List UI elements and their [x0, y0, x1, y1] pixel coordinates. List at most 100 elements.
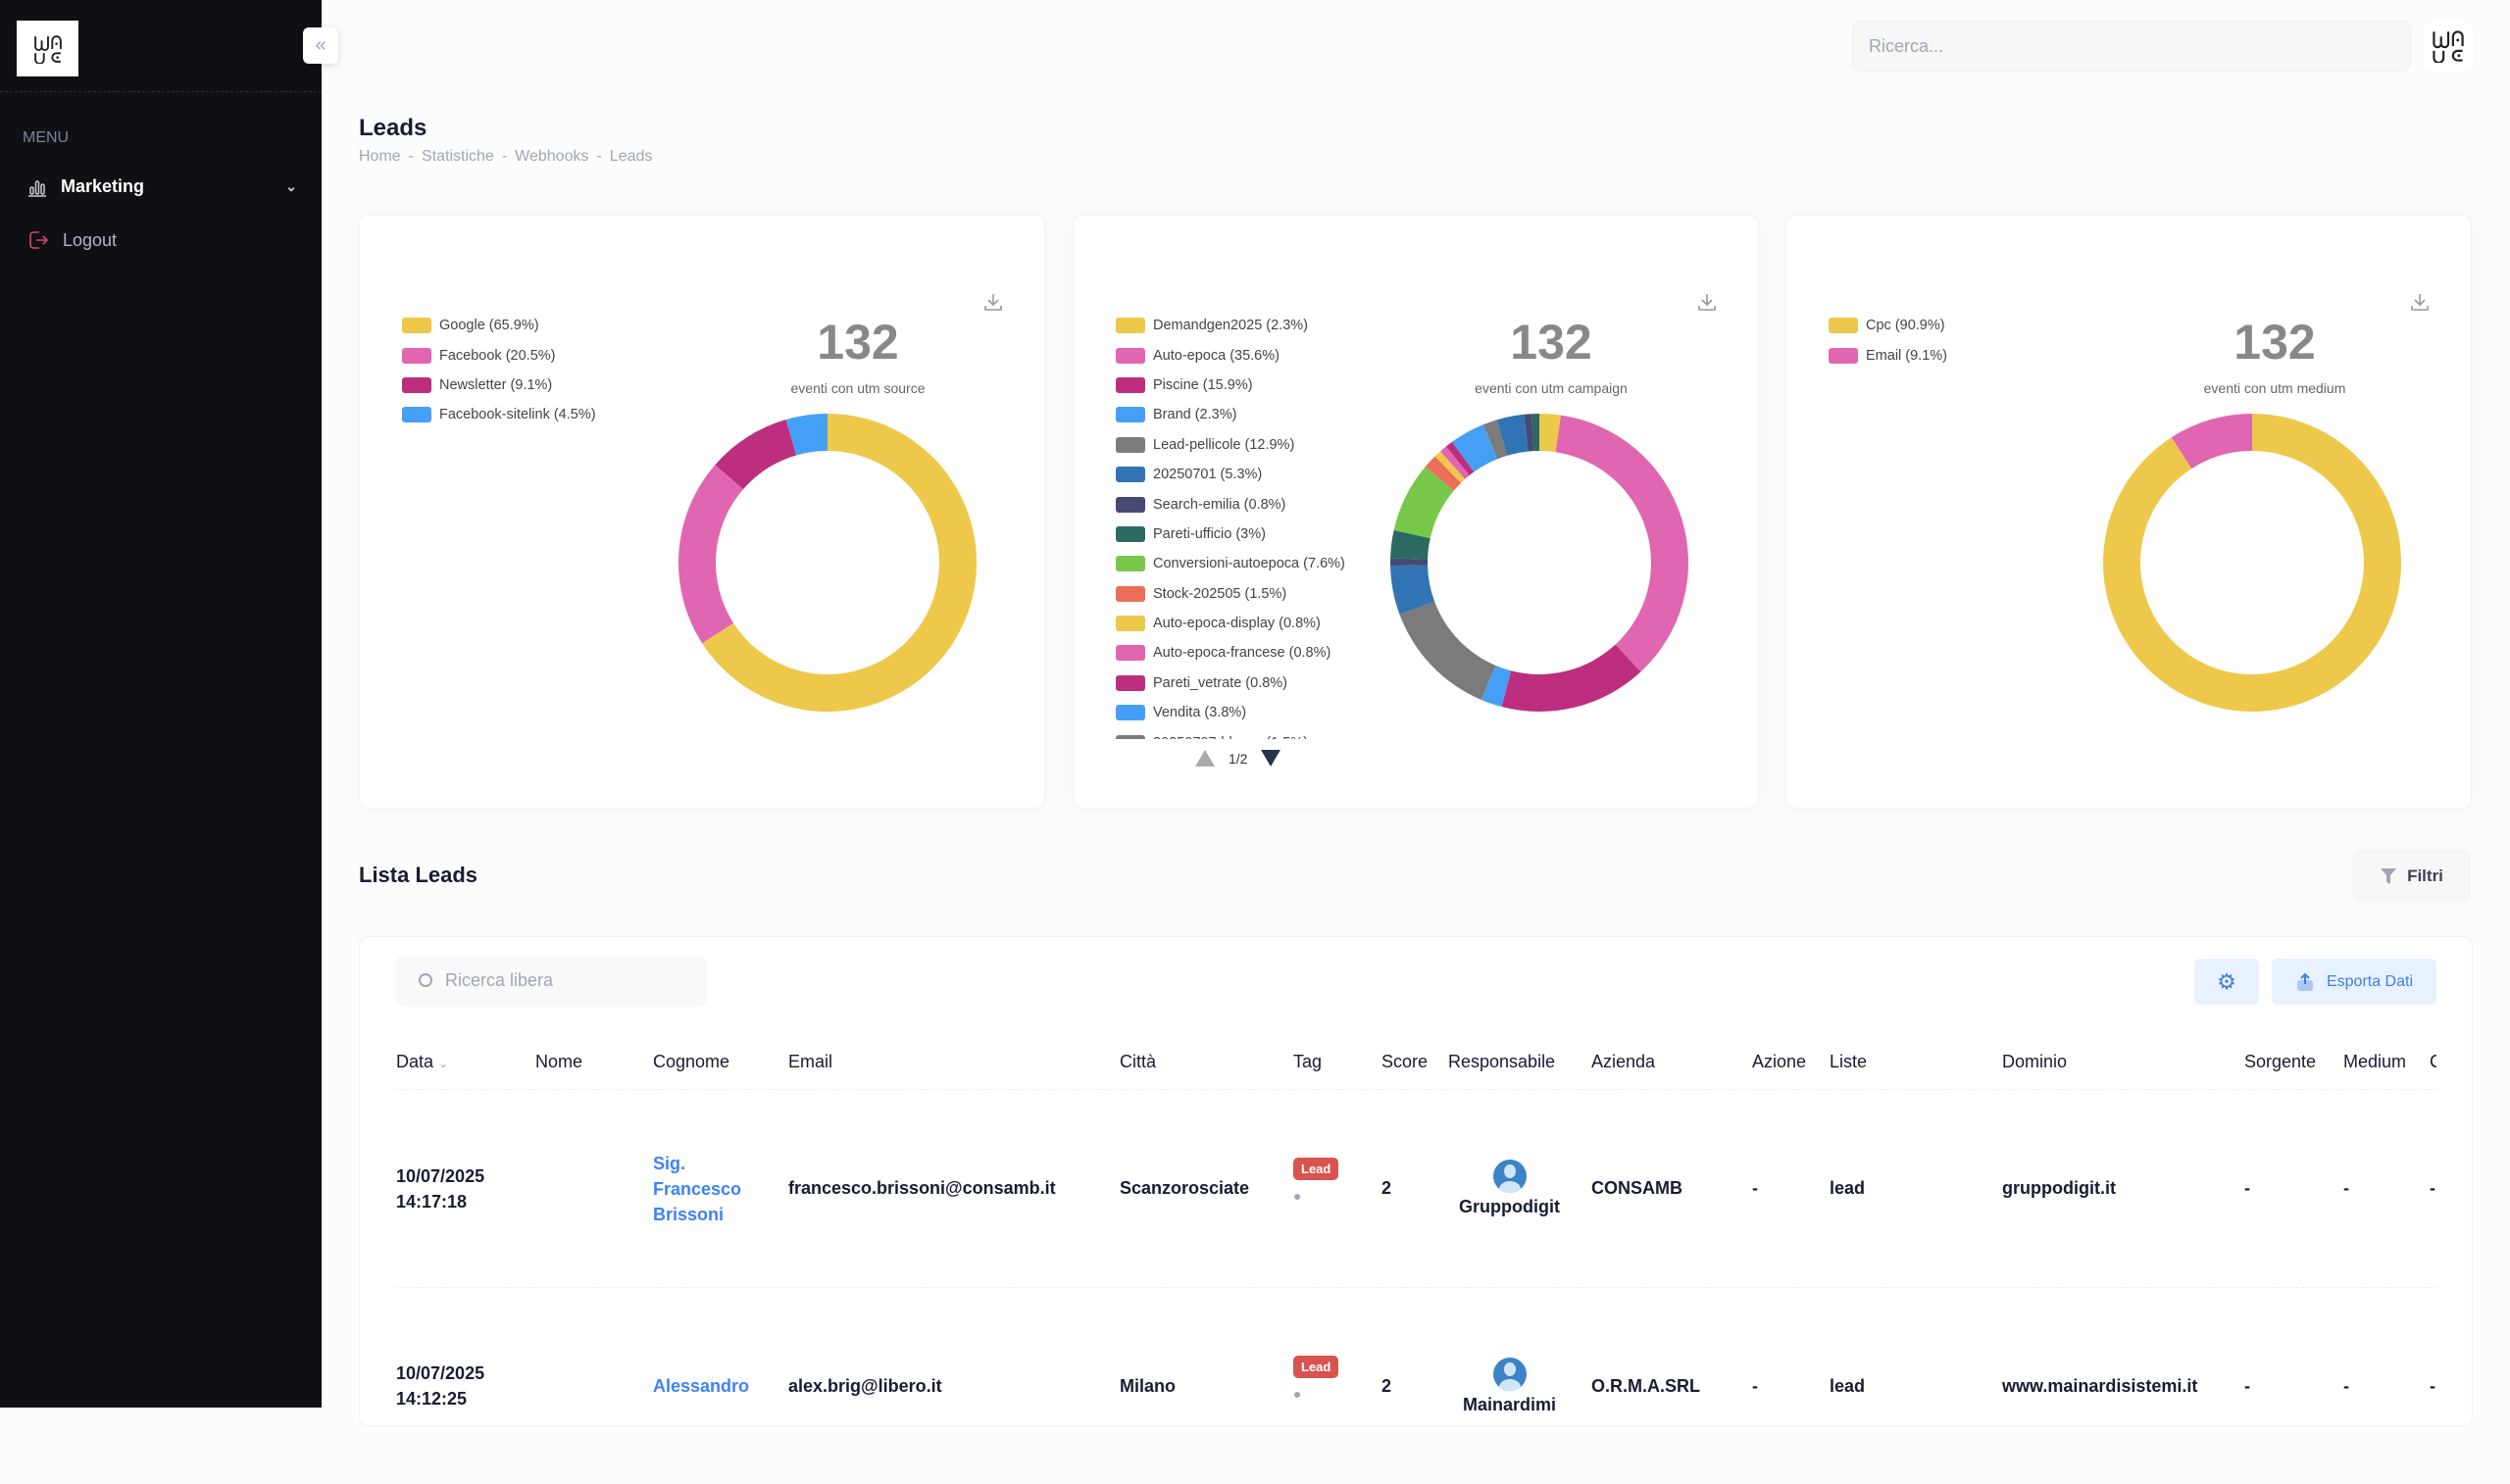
legend-item[interactable]: Email (9.1%) [1829, 340, 1947, 370]
date-cell: 10/07/2025 14:12:25 [396, 1360, 535, 1411]
column-header[interactable]: C [2430, 1052, 2436, 1072]
column-header[interactable]: Medium [2343, 1052, 2430, 1072]
column-header[interactable]: Città [1120, 1052, 1293, 1072]
legend-item[interactable]: Newsletter (9.1%) [402, 371, 596, 400]
chart-subtitle: eventi con utm source [790, 380, 926, 396]
column-header[interactable]: Cognome [653, 1052, 788, 1072]
column-header-label: Data [396, 1052, 434, 1071]
legend-item[interactable]: Auto-epoca-display (0.8%) [1116, 609, 1345, 638]
legend-item[interactable]: Brand (2.3%) [1116, 400, 1345, 429]
legend-item[interactable]: Pareti_vetrate (0.8%) [1116, 668, 1345, 698]
column-header[interactable]: Azienda [1591, 1052, 1752, 1072]
column-header[interactable]: Dominio [2002, 1052, 2244, 1072]
column-header[interactable]: Data ⌄ [396, 1052, 535, 1072]
legend-item[interactable]: Auto-epoca-francese (0.8%) [1116, 638, 1345, 668]
lead-name-link[interactable]: Sig. Francesco Brissoni [653, 1153, 742, 1224]
tag-icon[interactable]: ● [1293, 1188, 1302, 1204]
donut-slice[interactable] [785, 414, 828, 456]
column-header[interactable]: Email [788, 1052, 1120, 1072]
page-up-icon[interactable] [1195, 750, 1215, 767]
donut-slice[interactable] [1481, 665, 1512, 708]
donut-slice[interactable] [1434, 451, 1466, 483]
donut-slice[interactable] [1501, 644, 1641, 712]
legend-label: Pareti-ufficio (3%) [1153, 525, 1266, 542]
legend-item[interactable]: 20250701 (5.3%) [1116, 460, 1345, 489]
donut-slice[interactable] [1445, 441, 1475, 476]
collapse-sidebar-button[interactable]: « [303, 27, 338, 64]
column-header[interactable]: Tag [1293, 1052, 1381, 1072]
download-icon[interactable] [2408, 290, 2432, 314]
column-header[interactable]: Azione [1752, 1052, 1830, 1072]
legend-swatch [1116, 705, 1145, 721]
sidebar-item-logout[interactable]: Logout [27, 229, 297, 251]
legend-item[interactable]: Pareti-ufficio (3%) [1116, 519, 1345, 549]
donut-slice[interactable] [1390, 558, 1429, 567]
donut-slice[interactable] [715, 420, 797, 490]
legend-item[interactable]: Facebook-sitelink (4.5%) [402, 400, 596, 429]
donut-slice[interactable] [678, 465, 744, 644]
donut-slice[interactable] [1496, 414, 1529, 456]
legend-label: Google (65.9%) [439, 318, 539, 334]
legend-item[interactable]: Vendita (3.8%) [1116, 698, 1345, 727]
sidebar-item-label: Logout [63, 229, 118, 250]
column-header[interactable]: Responsabile [1448, 1052, 1591, 1072]
donut-slice[interactable] [1524, 414, 1534, 452]
legend-item[interactable]: Demandgen2025 (2.3%) [1116, 311, 1345, 340]
table-search-input[interactable]: Ricerca libera [396, 955, 707, 1007]
legend-item[interactable]: 20250707-blasco (1.5%) [1116, 727, 1345, 739]
score-cell: 2 [1381, 1375, 1392, 1396]
donut-slice[interactable] [1482, 420, 1508, 460]
legend-item[interactable]: Conversioni-autoepoca (7.6%) [1116, 549, 1345, 578]
tag-icon[interactable]: ● [1293, 1385, 1302, 1402]
donut-slice[interactable] [2171, 414, 2252, 470]
user-logo[interactable] [2424, 22, 2473, 71]
column-header[interactable]: Liste [1830, 1052, 2002, 1072]
chart-legend: Cpc (90.9%) Email (9.1%) [1829, 311, 1947, 371]
global-search-input[interactable]: Ricerca... [1852, 21, 2411, 72]
breadcrumb-webhooks[interactable]: Webhooks [515, 148, 589, 165]
legend-item[interactable]: Cpc (90.9%) [1829, 311, 1947, 340]
donut-slice[interactable] [1399, 601, 1496, 700]
breadcrumb-home[interactable]: Home [359, 148, 401, 165]
legend-label: Conversioni-autoepoca (7.6%) [1153, 556, 1345, 572]
filter-button[interactable]: Filtri [2352, 849, 2471, 903]
donut-chart [1390, 414, 1688, 712]
breadcrumb-statistiche[interactable]: Statistiche [422, 148, 494, 165]
donut-slice[interactable] [1452, 424, 1498, 472]
donut-slice[interactable] [1390, 529, 1431, 560]
legend-label: Search-emilia (0.8%) [1153, 496, 1286, 513]
export-button[interactable]: Esporta Dati [2272, 959, 2436, 1005]
donut-slice[interactable] [1393, 467, 1454, 539]
column-header[interactable]: Score [1381, 1052, 1448, 1072]
donut-slice[interactable] [1390, 565, 1435, 615]
download-icon[interactable] [1695, 290, 1719, 314]
legend-item[interactable]: Stock-202505 (1.5%) [1116, 579, 1345, 609]
legend-item[interactable]: Search-emilia (0.8%) [1116, 489, 1345, 519]
legend-item[interactable]: Google (65.9%) [402, 311, 596, 340]
settings-button[interactable]: ⚙ [2194, 959, 2259, 1005]
search-icon [419, 972, 432, 987]
tag-badge[interactable]: Lead [1293, 1158, 1339, 1180]
donut-slice[interactable] [1539, 414, 1561, 453]
legend-item[interactable]: Piscine (15.9%) [1116, 371, 1345, 400]
legend-label: Facebook (20.5%) [439, 347, 556, 364]
tag-badge[interactable]: Lead [1293, 1355, 1339, 1378]
table-row[interactable]: 10/07/2025 14:17:18 Sig. Francesco Brisso… [396, 1090, 2436, 1287]
column-header[interactable]: Sorgente [2244, 1052, 2343, 1072]
sidebar-item-marketing[interactable]: Marketing ⌄ [27, 176, 297, 197]
donut-slice[interactable] [2103, 414, 2401, 712]
page-down-icon[interactable] [1261, 750, 1281, 767]
download-icon[interactable] [981, 290, 1005, 314]
legend-item[interactable]: Lead-pellicole (12.9%) [1116, 430, 1345, 460]
table-row[interactable]: 10/07/2025 14:12:25 Alessandro alex.brig@… [396, 1287, 2436, 1484]
logout-icon [29, 231, 49, 249]
donut-slice[interactable] [1425, 456, 1462, 491]
legend-item[interactable]: Facebook (20.5%) [402, 340, 596, 370]
legend-item[interactable]: Auto-epoca (35.6%) [1116, 340, 1345, 370]
donut-slice[interactable] [1531, 414, 1539, 452]
column-header[interactable]: Nome [535, 1052, 653, 1072]
wave-logo[interactable] [17, 21, 78, 76]
donut-slice[interactable] [1440, 446, 1470, 479]
lead-name-link[interactable]: Alessandro [653, 1376, 750, 1396]
donut-slice[interactable] [1555, 415, 1688, 672]
